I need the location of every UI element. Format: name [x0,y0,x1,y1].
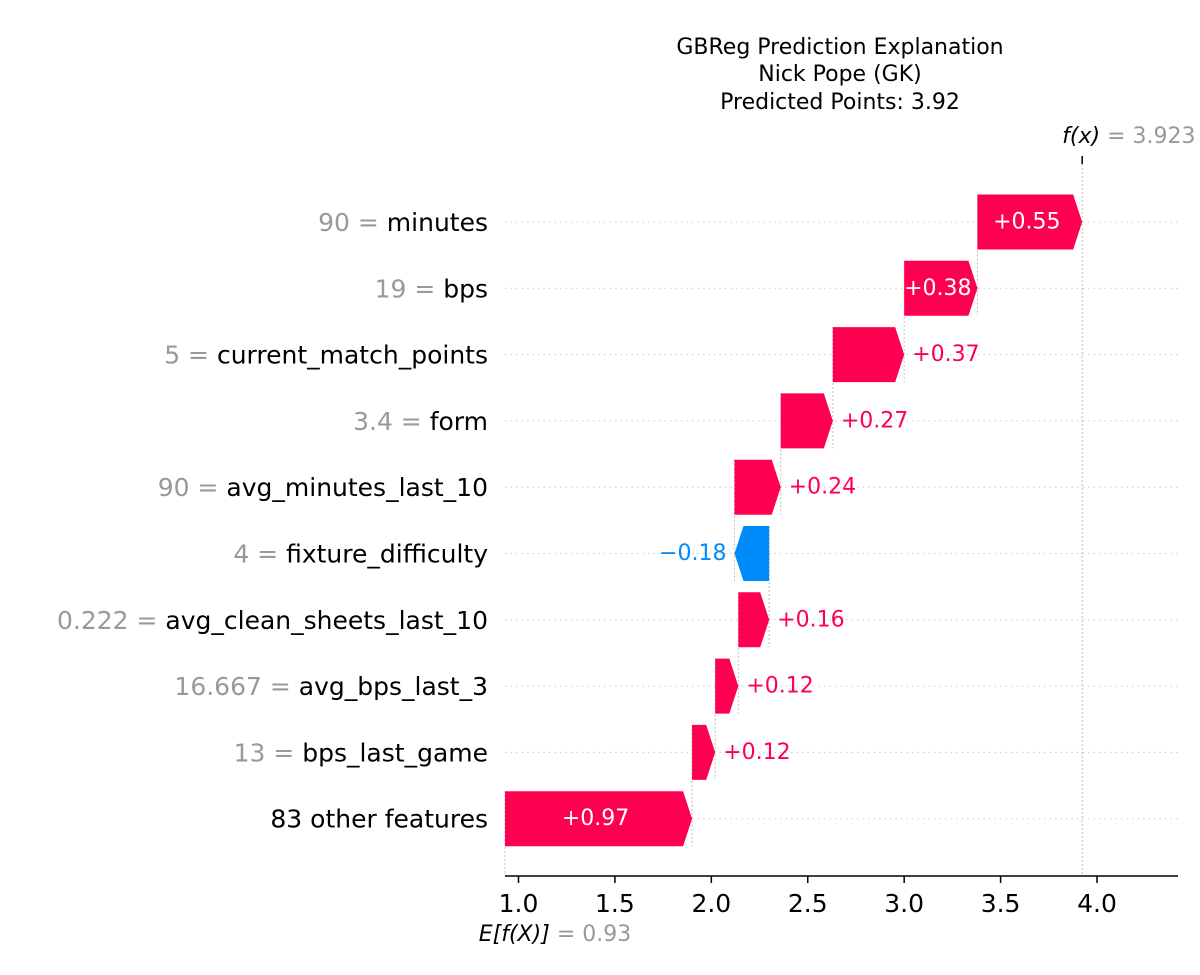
contribution-bar [904,260,978,316]
feature-value: 0.222 = [57,605,165,634]
feature-label: 0.222 = avg_clean_sheets_last_10 [57,605,488,634]
contribution-label: +0.24 [789,475,856,500]
contribution-label: −0.18 [659,541,726,566]
contribution-label: +0.27 [841,408,908,433]
feature-value: 90 = [318,208,387,237]
feature-label: 13 = bps_last_game [234,738,488,767]
fx-annotation: f(x) = 3.923 [1062,124,1196,164]
contribution-bar [832,327,905,383]
feature-value: 3.4 = [353,406,430,435]
x-tick-label: 3.5 [981,889,1021,918]
efx-eq: = [557,922,582,947]
fx-label: f(x) [1062,124,1100,149]
contribution-bar [738,592,770,648]
connector-lines [504,160,1083,876]
contribution-bar [505,791,693,847]
contribution-label: +0.16 [777,607,844,632]
contribution-bar [734,459,781,515]
feature-name: current_match_points [217,340,488,369]
contribution-bar [977,194,1083,250]
contribution-bar [734,526,770,581]
contribution-label: +0.38 [904,276,971,301]
feature-label: 16.667 = avg_bps_last_3 [174,672,488,701]
feature-value: 13 = [234,738,303,767]
feature-name: avg_bps_last_3 [299,672,488,701]
contribution-label: +0.97 [562,806,629,831]
efx-label: E[f(X)] [479,922,550,947]
contribution-label: +0.37 [912,342,979,367]
feature-label: 90 = avg_minutes_last_10 [158,473,488,502]
efx-annotation: E[f(X)] = 0.93 [479,922,631,947]
feature-name: 83 other features [270,804,488,833]
contribution-bar [692,724,716,780]
row-gridlines [505,221,1178,820]
fx-text: f(x) = 3.923 [1062,124,1195,149]
contribution-labels: +0.55 +0.38 +0.37 +0.27 +0.24 −0.18 +0.16 +0.12… [562,210,1061,832]
title-line-1: GBReg Prediction Explanation [676,35,1003,60]
feature-value: 4 = [233,539,286,568]
feature-label: 19 = bps [375,274,488,303]
feature-label: 5 = current_match_points [164,340,488,369]
x-tick-label: 4.0 [1077,889,1117,918]
contribution-label: +0.55 [993,210,1060,235]
title-line-2: Nick Pope (GK) [758,62,921,87]
x-tick-label: 1.5 [595,889,635,918]
feature-value: 16.667 = [174,672,298,701]
feature-value: 19 = [375,274,444,303]
feature-value: 90 = [158,473,227,502]
contribution-bar [780,393,833,449]
feature-label: 90 = minutes [318,208,488,237]
x-axis: 1.0 1.5 2.0 2.5 3.0 3.5 4.0 [499,875,1178,918]
contribution-bar [715,658,739,714]
feature-labels: 90 = minutes 19 = bps 5 = current_match_po… [57,208,488,834]
feature-name: avg_minutes_last_10 [226,473,488,502]
efx-text: E[f(X)] = 0.93 [479,922,631,947]
title-line-3: Predicted Points: 3.92 [720,90,960,115]
feature-label: 4 = fixture_difficulty [233,539,488,568]
contribution-label: +0.12 [723,740,790,765]
efx-value: 0.93 [582,922,631,947]
feature-name: minutes [387,208,488,237]
x-tick-label: 3.0 [884,889,924,918]
x-tick-label: 2.5 [788,889,828,918]
feature-value: 5 = [164,340,217,369]
feature-label: 3.4 = form [353,406,488,435]
contribution-label: +0.12 [746,674,813,699]
fx-eq: = [1107,124,1132,149]
feature-name: form [430,406,488,435]
x-tick-label: 1.0 [499,889,539,918]
x-tick-label: 2.0 [691,889,731,918]
feature-name: bps [443,274,488,303]
fx-value: 3.923 [1133,124,1196,149]
feature-name: avg_clean_sheets_last_10 [165,605,488,634]
contribution-bars [505,194,1083,847]
feature-label: 83 other features [270,804,488,833]
chart-title: GBReg Prediction Explanation Nick Pope (… [676,35,1003,115]
feature-name: fixture_difficulty [286,539,488,568]
feature-name: bps_last_game [302,738,488,767]
